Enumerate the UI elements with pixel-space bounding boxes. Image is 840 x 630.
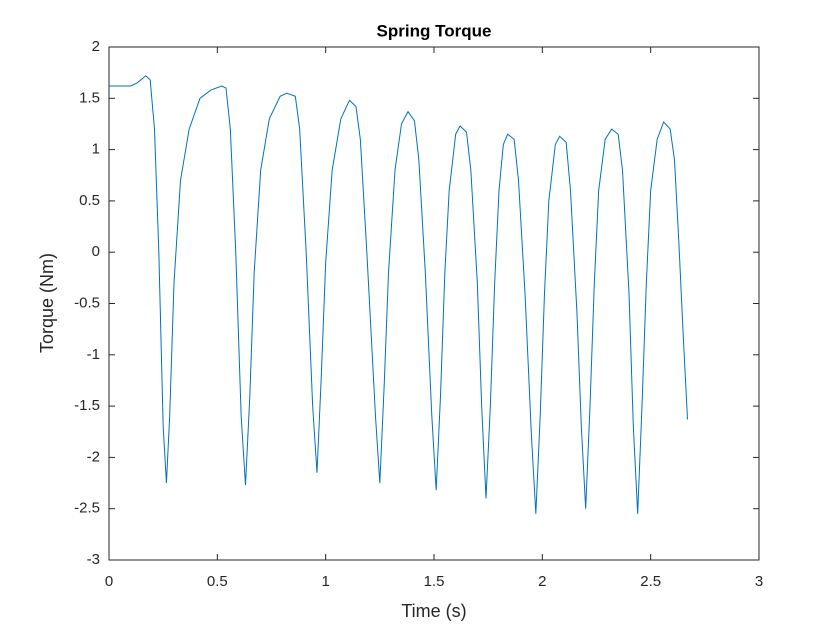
x-tick-label: 0.5: [207, 573, 228, 590]
y-tick-label: -2: [87, 448, 100, 465]
x-tick-label: 2: [538, 573, 546, 590]
x-axis-label: Time (s): [401, 601, 466, 621]
x-tick-label: 1: [321, 573, 329, 590]
y-tick-label: -1.5: [74, 397, 100, 414]
x-tick-label: 0: [105, 573, 113, 590]
x-tick-label: 2.5: [640, 573, 661, 590]
y-tick-label: -1: [87, 346, 100, 363]
y-tick-label: -2.5: [74, 500, 100, 517]
y-tick-label: 1: [92, 141, 100, 158]
x-tick-label: 3: [755, 573, 763, 590]
axes-box: [108, 46, 760, 561]
y-tick-label: 1.5: [79, 89, 100, 106]
y-axis-label: Torque (Nm): [37, 253, 57, 353]
data-line: [109, 75, 688, 514]
y-tick-label: -0.5: [74, 294, 100, 311]
x-tick-label: 1.5: [424, 573, 445, 590]
y-tick-label: 0: [92, 243, 100, 260]
y-tick-label: -3: [87, 551, 100, 568]
y-tick-label: 0.5: [79, 192, 100, 209]
y-tick-label: 2: [92, 38, 100, 55]
chart-title: Spring Torque: [377, 21, 492, 40]
